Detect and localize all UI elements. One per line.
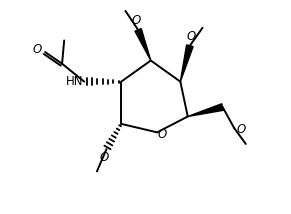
Polygon shape bbox=[180, 45, 193, 82]
Text: O: O bbox=[186, 30, 196, 43]
Text: HN: HN bbox=[66, 75, 83, 88]
Text: O: O bbox=[236, 123, 246, 136]
Text: O: O bbox=[131, 14, 141, 27]
Polygon shape bbox=[188, 104, 223, 116]
Polygon shape bbox=[135, 29, 151, 61]
Text: O: O bbox=[158, 128, 167, 141]
Text: O: O bbox=[33, 43, 42, 56]
Text: O: O bbox=[100, 151, 109, 164]
